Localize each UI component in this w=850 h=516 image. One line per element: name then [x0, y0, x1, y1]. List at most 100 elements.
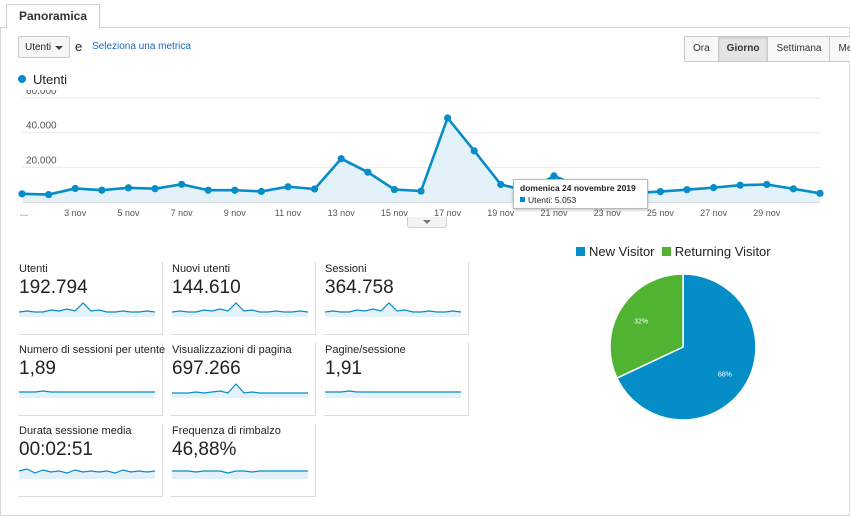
- legend-new-visitor: New Visitor: [589, 244, 655, 259]
- legend-dot-icon: [18, 75, 26, 83]
- sparkline-area: [172, 303, 308, 317]
- sparkline-line: [172, 470, 308, 474]
- metric-card[interactable]: Visualizzazioni di pagina 697.266: [171, 343, 316, 416]
- metric-label: Durata sessione media: [19, 425, 132, 437]
- metric-select-label: Utenti: [25, 42, 52, 53]
- data-point[interactable]: [656, 188, 665, 196]
- data-point[interactable]: [284, 183, 292, 191]
- sparkline: [171, 302, 309, 317]
- legend-swatch-new-visitor: [576, 247, 585, 256]
- data-point[interactable]: [497, 180, 505, 189]
- sparkline: [18, 302, 156, 317]
- pie-slice-label: 68%: [718, 372, 732, 379]
- select-metric-link[interactable]: Seleziona una metrica: [92, 41, 191, 52]
- metric-value: 1,89: [19, 358, 56, 379]
- data-point[interactable]: [124, 184, 132, 192]
- metric-value: 364.758: [325, 277, 394, 298]
- chart-legend: Utenti: [18, 72, 67, 87]
- sparkline: [19, 390, 155, 398]
- data-point[interactable]: [789, 185, 798, 193]
- data-point[interactable]: [763, 180, 771, 189]
- pie-slice[interactable]: [609, 273, 684, 380]
- metric-value: 00:02:51: [19, 439, 93, 460]
- metric-card[interactable]: Utenti 192.794: [18, 262, 163, 335]
- sparkline-area: [172, 471, 308, 479]
- period-button-ora[interactable]: Ora: [685, 37, 719, 61]
- legend-swatch-returning-visitor: [661, 247, 671, 256]
- data-point[interactable]: [550, 172, 558, 180]
- sparkline-area: [19, 391, 155, 398]
- metric-label: Pagine/sessione: [325, 344, 406, 356]
- x-tick-label: 29 nov: [753, 208, 781, 218]
- sparkline-area: [172, 384, 308, 398]
- x-tick-label: 27 nov: [700, 208, 728, 218]
- data-point[interactable]: [311, 185, 319, 193]
- metric-card[interactable]: Frequenza di rimbalzo 46,88%: [171, 424, 316, 497]
- data-point[interactable]: [417, 187, 425, 195]
- metric-card[interactable]: Sessioni 364.758: [324, 262, 469, 335]
- metric-card[interactable]: Durata sessione media 00:02:51: [18, 424, 163, 497]
- metric-label: Numero di sessioni per utente: [19, 344, 166, 356]
- data-point[interactable]: [683, 186, 691, 194]
- metric-select[interactable]: Utenti: [18, 36, 70, 58]
- metric-label: Nuovi utenti: [172, 263, 231, 275]
- x-tick-label: 15 nov: [381, 208, 409, 218]
- chart-tooltip: domenica 24 novembre 2019 Utenti: 5.053: [513, 179, 648, 209]
- data-point[interactable]: [364, 168, 372, 176]
- data-point[interactable]: [444, 114, 452, 122]
- data-point[interactable]: [470, 147, 478, 155]
- metric-card[interactable]: Nuovi utenti 144.610: [171, 262, 316, 335]
- tooltip-value: Utenti: 5.053: [520, 195, 641, 205]
- period-button-settimana[interactable]: Settimana: [768, 37, 831, 61]
- x-tick-label: …: [20, 208, 29, 218]
- data-point[interactable]: [337, 155, 345, 163]
- x-tick-label: 9 nov: [224, 208, 247, 218]
- metric-card[interactable]: Pagine/sessione 1,91: [324, 343, 469, 416]
- visitor-pie-chart: 68% 32%: [609, 273, 757, 421]
- pie-slice[interactable]: [615, 273, 757, 421]
- metric-label: Visualizzazioni di pagina: [172, 344, 292, 356]
- data-point[interactable]: [710, 184, 718, 192]
- metric-value: 144.610: [172, 277, 241, 298]
- metric-label: Utenti: [19, 263, 48, 275]
- x-tick-label: 25 nov: [647, 208, 675, 218]
- data-point[interactable]: [257, 187, 265, 196]
- sparkline-line: [18, 468, 156, 474]
- data-point[interactable]: [231, 186, 239, 194]
- chart-expander-handle[interactable]: [407, 217, 447, 228]
- metric-value: 1,91: [325, 358, 362, 379]
- data-point[interactable]: [45, 190, 53, 199]
- x-tick-label: 17 nov: [434, 208, 462, 218]
- tooltip-value-text: Utenti: 5.053: [528, 195, 577, 205]
- data-point[interactable]: [816, 189, 824, 197]
- y-tick-label: 20.000: [26, 155, 57, 166]
- data-point[interactable]: [204, 186, 212, 194]
- data-point[interactable]: [390, 185, 398, 194]
- data-point[interactable]: [178, 180, 186, 188]
- sparkline: [172, 383, 308, 398]
- sparkline-line: [325, 390, 461, 393]
- x-tick-label: 7 nov: [171, 208, 194, 218]
- data-point[interactable]: [18, 190, 26, 198]
- metric-value: 46,88%: [172, 439, 237, 460]
- legend-returning-visitor: Returning Visitor: [674, 244, 771, 259]
- sparkline: [18, 468, 156, 479]
- x-tick-label: 19 nov: [487, 208, 515, 218]
- data-point[interactable]: [98, 186, 106, 194]
- data-point[interactable]: [71, 184, 79, 193]
- data-point[interactable]: [736, 181, 744, 189]
- data-point[interactable]: [151, 185, 159, 193]
- sparkline-area: [19, 469, 155, 479]
- tab-panoramica[interactable]: Panoramica: [6, 4, 101, 29]
- metric-value: 192.794: [19, 277, 88, 298]
- metric-label: Frequenza di rimbalzo: [172, 425, 281, 437]
- period-button-giorno[interactable]: Giorno: [718, 37, 769, 61]
- sparkline: [172, 470, 308, 479]
- period-button-mese[interactable]: Mese: [830, 37, 850, 61]
- tab-bar: Panoramica: [0, 0, 850, 29]
- pie-slice-label: 32%: [634, 318, 648, 325]
- period-selector: Ora Giorno Settimana Mese: [684, 36, 850, 62]
- x-tick-label: 13 nov: [328, 208, 356, 218]
- metric-card[interactable]: Numero di sessioni per utente 1,89: [18, 343, 166, 416]
- series-square-icon: [520, 197, 525, 202]
